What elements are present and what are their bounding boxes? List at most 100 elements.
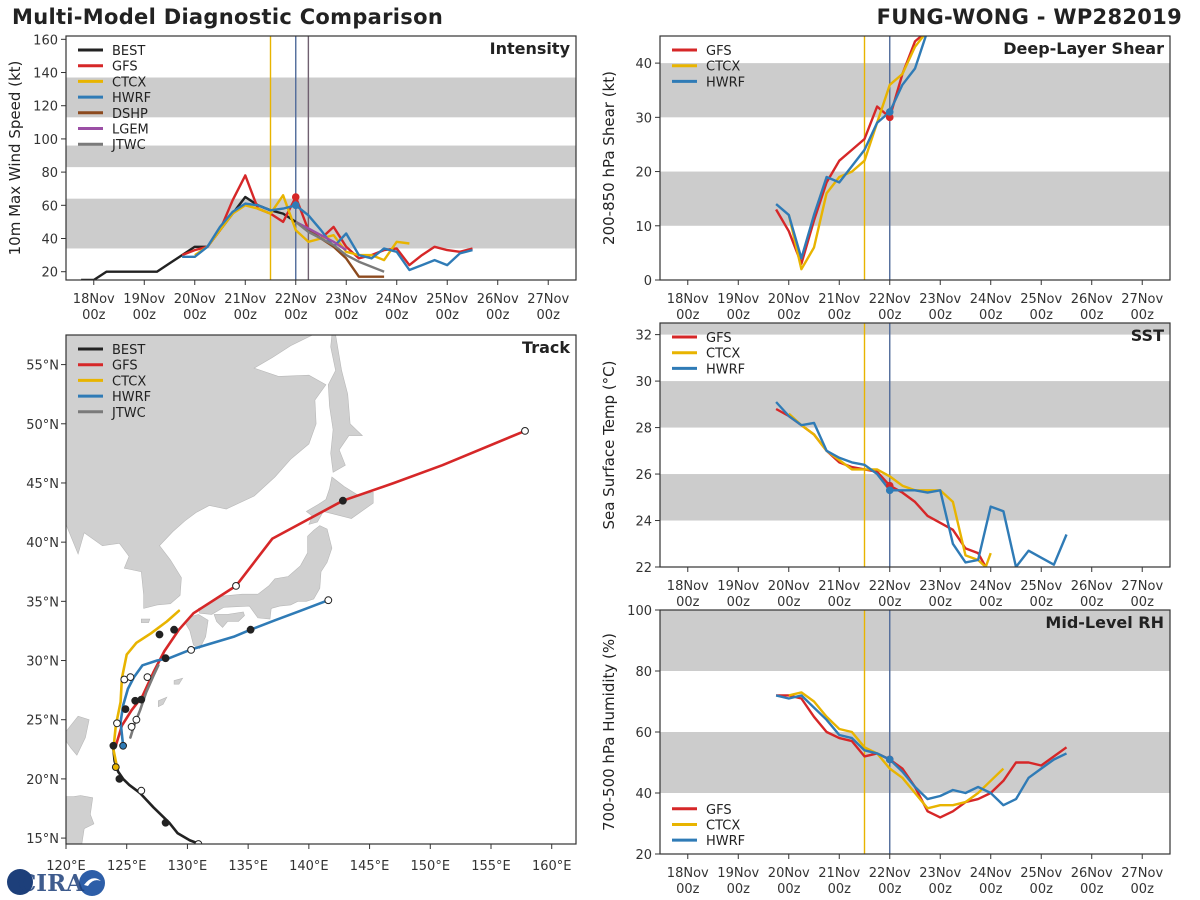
intensity-legend-label-gfs: GFS (112, 60, 138, 75)
sst-xtick-label-day: 27Nov (1121, 579, 1163, 594)
logo-text: CIRA (18, 870, 85, 897)
shear-xtick-label-hour: 00z (878, 308, 902, 323)
sst-ytick-label: 22 (635, 561, 652, 576)
shear-ytick-label: 30 (635, 111, 652, 126)
sst-xtick-label-hour: 00z (1131, 595, 1155, 610)
track-ytick-label: 25°N (26, 714, 59, 729)
track-point-6 (121, 705, 130, 713)
intensity-band-2 (66, 77, 576, 118)
shear-legend-label-gfs: GFS (706, 44, 732, 59)
track-xtick-label: 160°E (532, 859, 572, 874)
track-frame (65, 334, 577, 845)
track-ytick-label: 40°N (26, 536, 59, 551)
intensity-xtick-label-day: 26Nov (477, 292, 519, 307)
intensity-xtick-label-day: 24Nov (376, 292, 418, 307)
intensity-plot-area (66, 36, 576, 280)
sst-xtick-label-hour: 00z (929, 595, 953, 610)
rh-ytick-label: 60 (635, 726, 652, 741)
intensity-ytick-label: 40 (41, 233, 58, 248)
sst-ytick-label: 28 (635, 422, 652, 437)
rh-legend-label-hwrf: HWRF (706, 834, 745, 849)
track-xtick-label: 130°E (168, 859, 208, 874)
sst-marker-1 (885, 486, 894, 495)
track-xtick-label: 140°E (289, 859, 329, 874)
sst-xtick-label-hour: 00z (828, 595, 852, 610)
track-point-11 (232, 582, 240, 590)
track-point-23 (246, 625, 255, 634)
track-legend-label-ctcx: CTCX (112, 374, 146, 389)
track-point-14 (111, 763, 120, 771)
shear-xtick-label-day: 21Nov (818, 292, 860, 307)
sst-line-hwrf (775, 401, 1068, 567)
land-polygon-0 (66, 335, 327, 609)
track-line-gfs (114, 429, 527, 748)
rh-xtick-label-day: 18Nov (667, 866, 709, 881)
intensity-xtick-label-hour: 00z (133, 308, 157, 323)
sst-xtick-label-day: 20Nov (768, 579, 810, 594)
intensity-legend-label-lgem: LGEM (112, 123, 149, 138)
track-point-24 (324, 596, 333, 605)
sst-xtick-label-day: 21Nov (818, 579, 860, 594)
shear-xtick-label-day: 27Nov (1121, 292, 1163, 307)
shear-panel: 01020304018Nov00z19Nov00z20Nov00z21Nov00… (600, 35, 1171, 323)
sst-ylabel: Sea Surface Temp (°C) (600, 360, 618, 529)
intensity-xtick-label-day: 25Nov (426, 292, 468, 307)
shear-xtick-label-day: 25Nov (1020, 292, 1062, 307)
intensity-xtick-label-hour: 00z (183, 308, 207, 323)
shear-band-1 (660, 63, 1170, 118)
sst-xtick-label-hour: 00z (727, 595, 751, 610)
track-xtick-label: 120°E (46, 859, 86, 874)
intensity-xtick-label-hour: 00z (486, 308, 510, 323)
intensity-legend-label-best: BEST (112, 44, 145, 59)
track-point-18 (143, 673, 152, 681)
track-point-3 (115, 775, 124, 783)
track-legend-label-best: BEST (112, 343, 145, 358)
land-polygon-3 (198, 525, 333, 620)
shear-title: Deep-Layer Shear (1003, 39, 1164, 58)
shear-xtick-label-hour: 00z (1030, 308, 1054, 323)
intensity-xtick-label-hour: 00z (335, 308, 359, 323)
sst-xtick-label-day: 18Nov (667, 579, 709, 594)
shear-ytick-label: 0 (644, 274, 652, 289)
shear-xtick-label-day: 23Nov (919, 292, 961, 307)
rh-xtick-label-day: 19Nov (717, 866, 759, 881)
rh-xtick-label-hour: 00z (1080, 882, 1104, 897)
intensity-band-1 (66, 145, 576, 168)
sst-frame (659, 322, 1171, 568)
track-ytick-label: 35°N (26, 595, 59, 610)
shear-xtick-label-day: 20Nov (768, 292, 810, 307)
intensity-xtick-label-day: 18Nov (73, 292, 115, 307)
shear-xtick-label-day: 19Nov (717, 292, 759, 307)
intensity-ytick-label: 140 (33, 67, 58, 82)
rh-ytick-label: 100 (627, 604, 652, 619)
shear-xtick-label-hour: 00z (1131, 308, 1155, 323)
rh-xtick-label-day: 21Nov (818, 866, 860, 881)
sst-xtick-label-hour: 00z (878, 595, 902, 610)
track-point-17 (126, 673, 135, 681)
sst-ytick-label: 32 (635, 329, 652, 344)
logo-globe (79, 870, 105, 896)
sst-xtick-label-hour: 00z (1080, 595, 1104, 610)
rh-xtick-label-hour: 00z (1131, 882, 1155, 897)
shear-legend-label-hwrf: HWRF (706, 75, 745, 90)
track-ytick-label: 50°N (26, 418, 59, 433)
intensity-ytick-label: 120 (33, 100, 58, 115)
rh-line-hwrf (775, 694, 1068, 807)
sst-plot-area (660, 323, 1170, 567)
intensity-ytick-label: 20 (41, 266, 58, 281)
track-ytick-label: 15°N (26, 832, 59, 847)
land-polygon-10 (66, 795, 95, 844)
sst-xtick-label-day: 25Nov (1020, 579, 1062, 594)
sst-legend-label-hwrf: HWRF (706, 362, 745, 377)
intensity-ytick-label: 100 (33, 133, 58, 148)
sst-panel: 22242628303218Nov00z19Nov00z20Nov00z21No… (600, 322, 1171, 610)
shear-frame (659, 35, 1171, 281)
land-polygon-5 (213, 611, 245, 628)
track-point-10 (170, 625, 179, 634)
rh-xtick-label-hour: 00z (727, 882, 751, 897)
track-legend-label-gfs: GFS (112, 359, 138, 374)
rh-xtick-label-day: 20Nov (768, 866, 810, 881)
rh-band-0 (660, 732, 1170, 793)
intensity-marker-1 (291, 201, 300, 210)
